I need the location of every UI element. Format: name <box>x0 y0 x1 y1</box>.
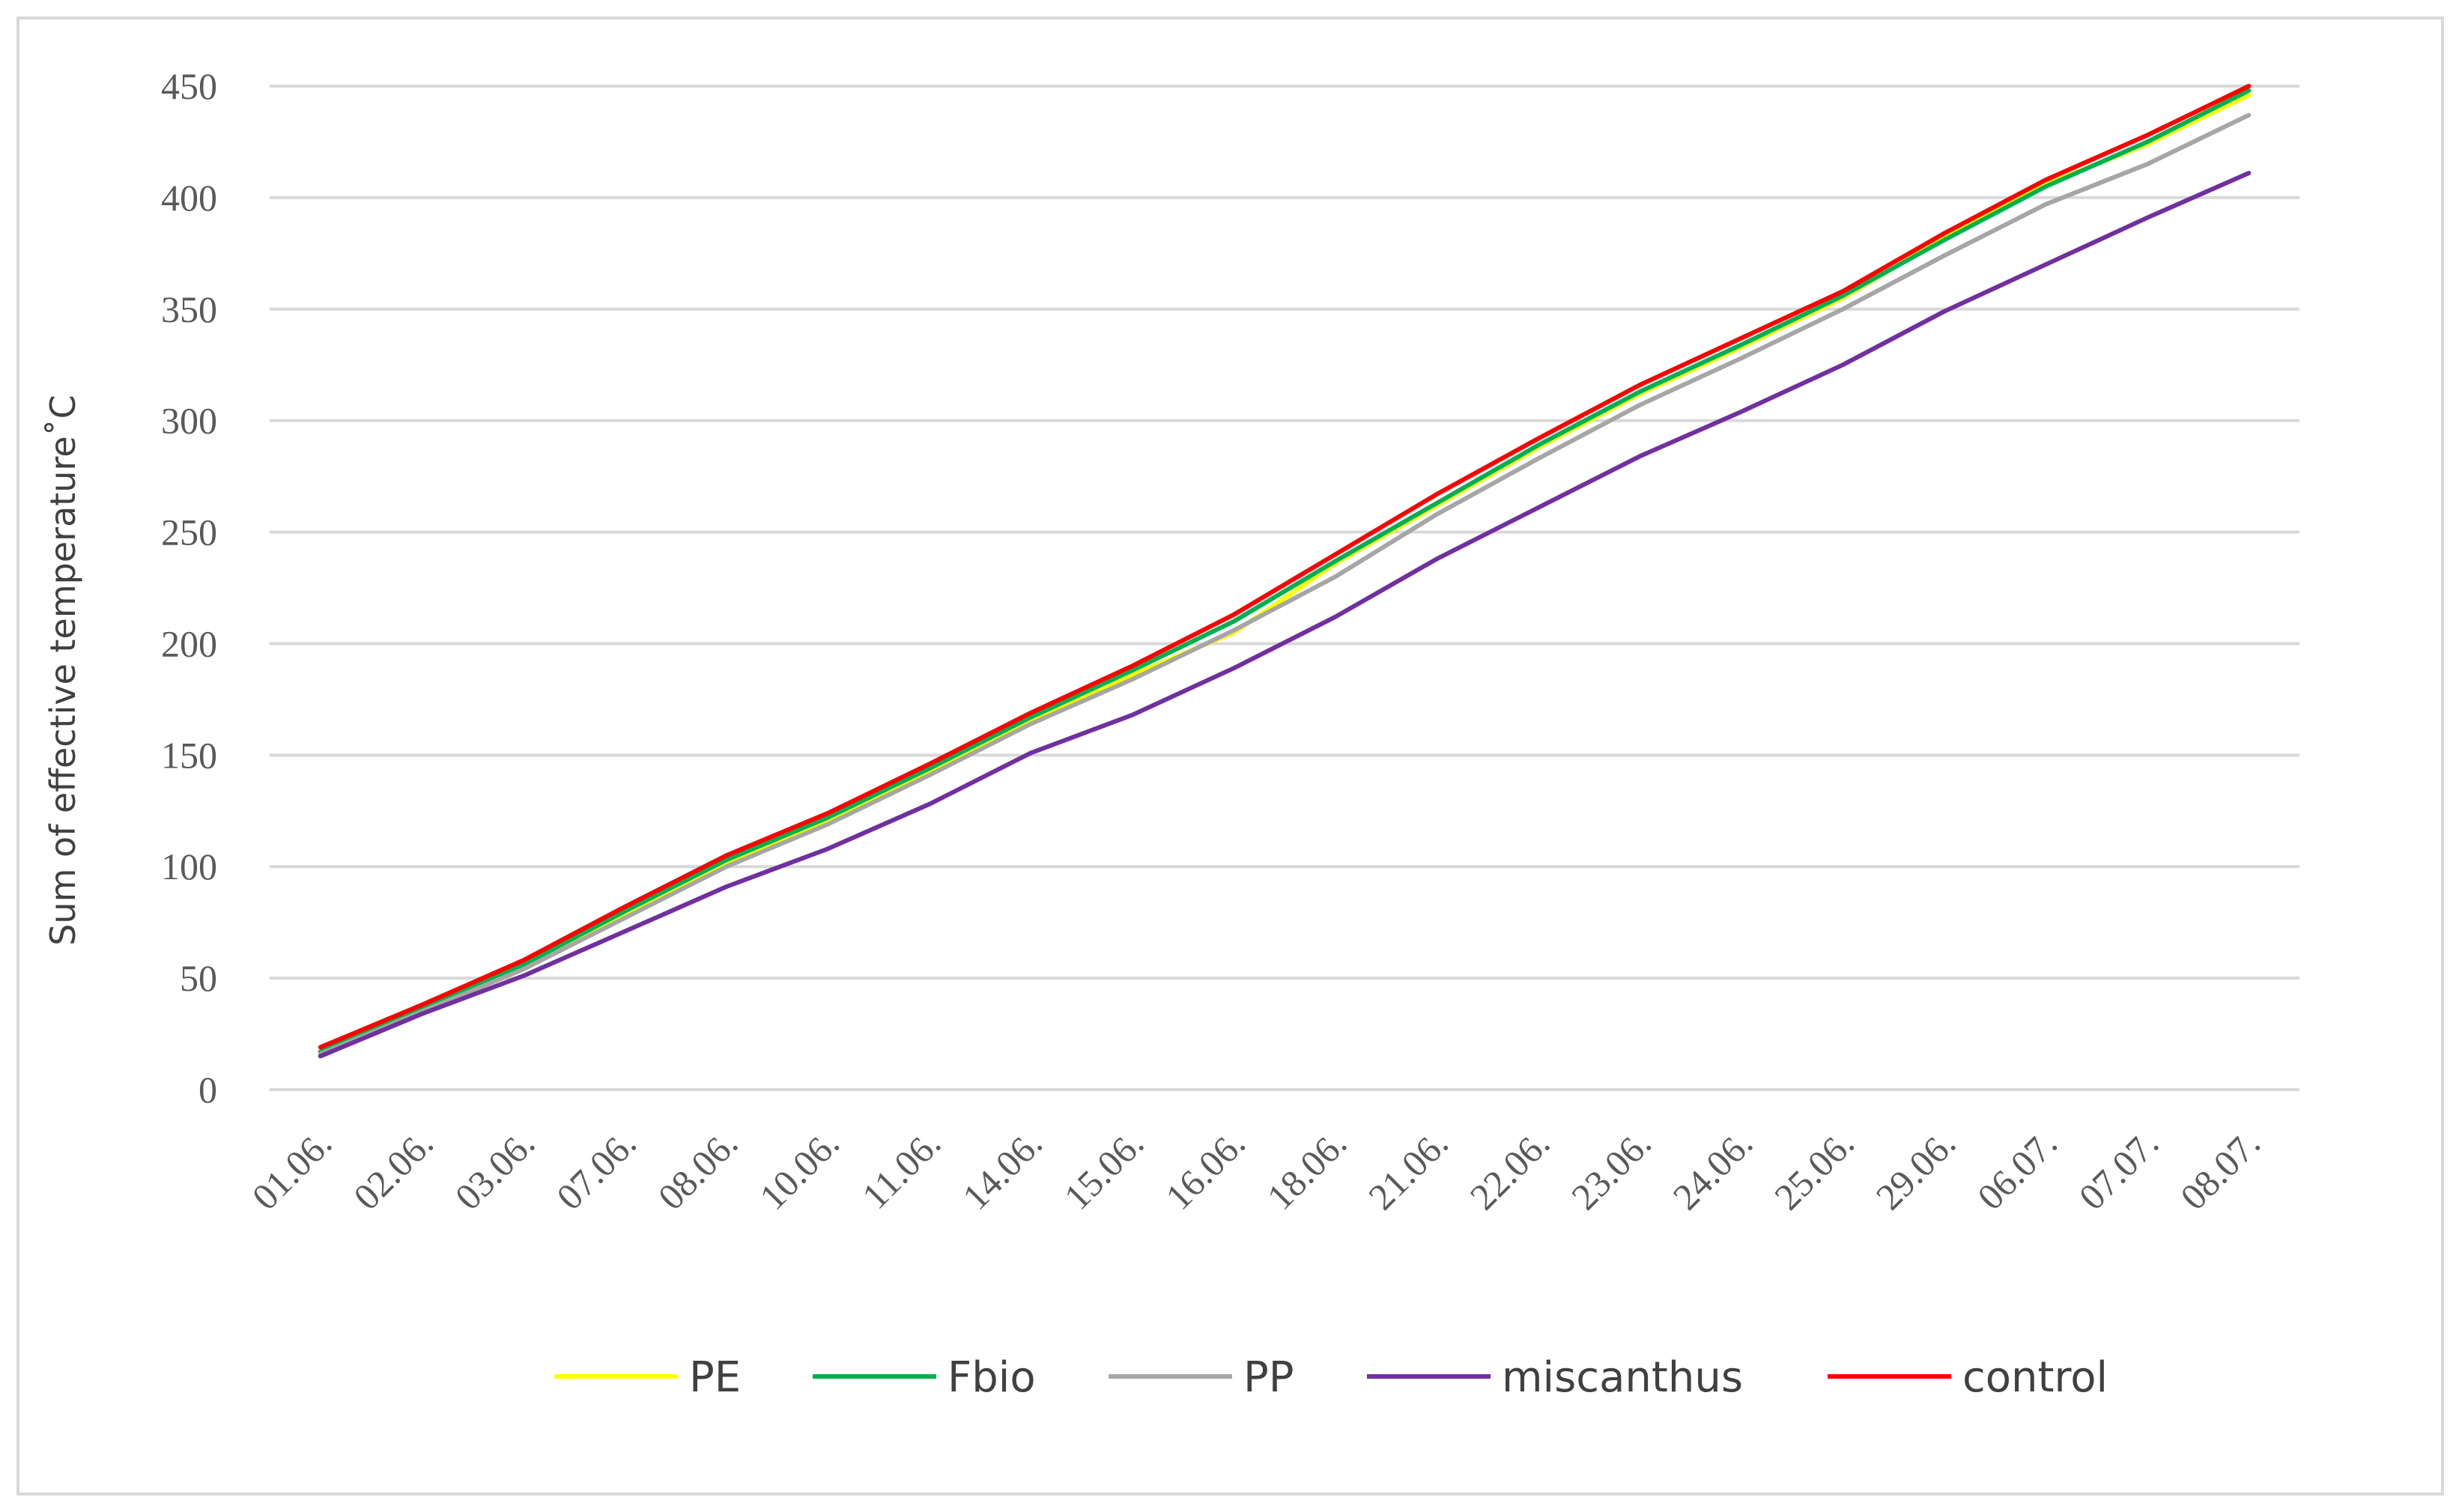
y-tick-label: 250 <box>161 511 217 553</box>
legend-label-control: control <box>1962 1353 2108 1402</box>
x-tick-label: 02.06. <box>345 1122 441 1218</box>
y-tick-label: 50 <box>180 957 217 999</box>
x-tick-label: 08.06. <box>650 1122 746 1218</box>
x-tick-label: 08.07. <box>2172 1122 2268 1218</box>
series-line-Fbio <box>318 88 2252 1054</box>
x-tick-label: 06.07. <box>1969 1122 2065 1218</box>
series-lines <box>318 84 2252 1059</box>
legend-label-PE: PE <box>689 1353 741 1402</box>
x-tick-label: 16.06. <box>1157 1122 1253 1218</box>
x-tick-label: 10.06. <box>751 1122 847 1218</box>
x-tick-label: 11.06. <box>854 1122 949 1217</box>
x-tick-label: 22.06. <box>1462 1122 1558 1218</box>
legend-label-PP: PP <box>1243 1353 1294 1402</box>
series-line-PE <box>318 92 2252 1054</box>
y-tick-label: 300 <box>161 400 217 442</box>
x-tick-label: 23.06. <box>1563 1122 1659 1218</box>
legend-label-Fbio: Fbio <box>947 1353 1036 1402</box>
y-tick-labels: 0 50 100 150 200 250 300 350 400 450 <box>161 65 217 1111</box>
x-tick-label: 03.06. <box>447 1122 543 1218</box>
x-tick-label: 21.06. <box>1360 1122 1456 1218</box>
y-tick-label: 100 <box>161 845 217 887</box>
series-line-control <box>318 84 2252 1050</box>
x-tick-label: 07.07. <box>2071 1122 2167 1218</box>
x-tick-label: 14.06. <box>954 1122 1050 1218</box>
x-tick-labels: 01.06. 02.06. 03.06. 07.06. 08.06. 10.06. 11.0… <box>244 1122 2268 1218</box>
y-tick-label: 200 <box>161 622 217 664</box>
y-tick-label: 350 <box>161 288 217 330</box>
x-tick-label: 07.06. <box>548 1122 644 1218</box>
x-tick-label: 24.06. <box>1665 1122 1761 1218</box>
x-tick-label: 25.06. <box>1766 1122 1862 1218</box>
y-tick-label: 0 <box>198 1069 217 1111</box>
y-tick-label: 450 <box>161 65 217 107</box>
x-tick-label: 18.06. <box>1259 1122 1355 1218</box>
x-tick-label: 29.06. <box>1868 1122 1964 1218</box>
y-tick-label: 150 <box>161 734 217 776</box>
x-tick-label: 15.06. <box>1056 1122 1152 1218</box>
y-axis-title: Sum of effective temperature˚C <box>43 395 83 946</box>
legend: PE Fbio PP miscanthus control <box>554 1353 2108 1402</box>
legend-label-miscanthus: miscanthus <box>1502 1353 1743 1402</box>
y-tick-label: 400 <box>161 177 217 219</box>
series-line-miscanthus <box>318 171 2252 1059</box>
x-tick-label: 01.06. <box>244 1122 340 1218</box>
gridlines <box>270 85 2299 1091</box>
series-line-PP <box>318 112 2252 1057</box>
